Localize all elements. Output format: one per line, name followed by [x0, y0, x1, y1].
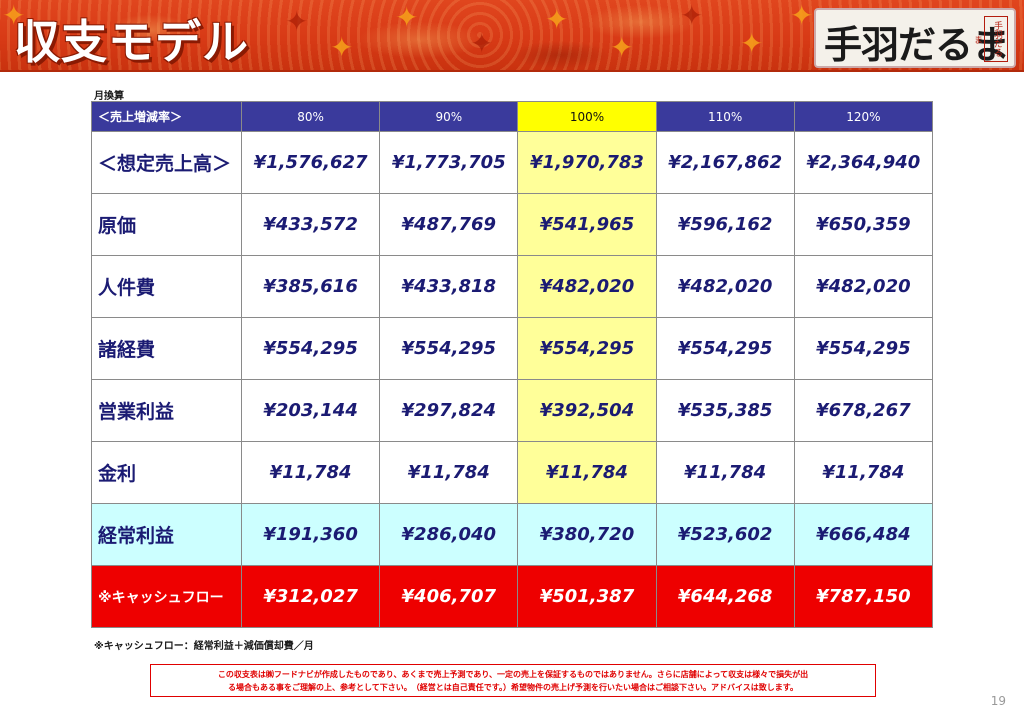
value-cell: ¥203,144 — [240, 379, 381, 442]
column-header: 110% — [655, 101, 795, 132]
brand-logo-text: 手羽だるま — [824, 23, 1010, 67]
row-label: 原価 — [91, 193, 242, 256]
value-cell: ¥554,295 — [240, 317, 381, 380]
value-cell: ¥11,784 — [379, 441, 519, 504]
maple-leaf-icon: ✦ — [330, 31, 354, 64]
column-header: 80% — [240, 101, 381, 132]
value-cell: ¥554,295 — [517, 317, 657, 380]
maple-leaf-icon: ✦ — [285, 5, 309, 38]
table-row: 経常利益 ¥191,360 ¥286,040 ¥380,720 ¥523,602 ¥666… — [91, 503, 934, 566]
column-header-label: ＜売上増減率＞ — [91, 101, 242, 132]
maple-leaf-icon: ✦ — [545, 3, 569, 36]
maple-leaf-icon: ✦ — [610, 31, 634, 64]
row-label: 金利 — [91, 441, 242, 504]
value-cell: ¥541,965 — [517, 193, 657, 256]
value-cell: ¥482,020 — [793, 255, 934, 318]
value-cell: ¥487,769 — [379, 193, 519, 256]
row-label: 人件費 — [91, 255, 242, 318]
page-number: 19 — [990, 694, 1006, 708]
disclaimer-box: この収支表は㈱フードナビが作成したものであり、あくまで売上予測であり、一定の売上… — [150, 664, 876, 697]
brand-logo: 手羽だるま 手羽だるま — [814, 8, 1016, 68]
maple-leaf-icon: ✦ — [2, 0, 26, 32]
value-cell: ¥392,504 — [517, 379, 657, 442]
column-header: 120% — [793, 101, 934, 132]
table-header-row: ＜売上増減率＞ 80% 90% 100% 110% 120% — [91, 101, 934, 132]
row-label: ※キャッシュフロー — [91, 565, 242, 628]
row-label: 営業利益 — [91, 379, 242, 442]
value-cell: ¥433,818 — [379, 255, 519, 318]
maple-leaf-icon: ✦ — [740, 27, 764, 60]
value-cell: ¥482,020 — [517, 255, 657, 318]
value-cell: ¥554,295 — [379, 317, 519, 380]
row-label: 諸経費 — [91, 317, 242, 380]
value-cell: ¥1,773,705 — [379, 131, 519, 194]
value-cell: ¥482,020 — [655, 255, 795, 318]
value-cell: ¥11,784 — [517, 441, 657, 504]
value-cell: ¥433,572 — [240, 193, 381, 256]
disclaimer-line: る場合もある事をご理解の上、参考として下さい。 （経営とは自己責任です。）希望物… — [228, 683, 798, 692]
value-cell: ¥787,150 — [793, 565, 934, 628]
row-label: 経常利益 — [91, 503, 242, 566]
table-note: 月換算 — [94, 91, 124, 102]
maple-leaf-icon: ✦ — [470, 27, 494, 60]
value-cell: ¥380,720 — [517, 503, 657, 566]
value-cell: ¥286,040 — [379, 503, 519, 566]
table-row: 人件費 ¥385,616 ¥433,818 ¥482,020 ¥482,020 ¥482,… — [91, 255, 934, 318]
table-row: 金利 ¥11,784 ¥11,784 ¥11,784 ¥11,784 ¥11,784 — [91, 441, 934, 504]
value-cell: ¥312,027 — [240, 565, 381, 628]
value-cell: ¥554,295 — [793, 317, 934, 380]
value-cell: ¥1,970,783 — [517, 131, 657, 194]
value-cell: ¥523,602 — [655, 503, 795, 566]
table-row: 原価 ¥433,572 ¥487,769 ¥541,965 ¥596,162 ¥650,3… — [91, 193, 934, 256]
value-cell: ¥2,364,940 — [793, 131, 934, 194]
revenue-model-table: ＜売上増減率＞ 80% 90% 100% 110% 120% ＜想定売上高＞ ¥1… — [91, 101, 934, 628]
brand-seal: 手羽だるま — [972, 16, 1008, 62]
table-row: 営業利益 ¥203,144 ¥297,824 ¥392,504 ¥535,385 ¥678… — [91, 379, 934, 442]
maple-leaf-icon: ✦ — [395, 1, 419, 34]
value-cell: ¥644,268 — [655, 565, 795, 628]
value-cell: ¥385,616 — [240, 255, 381, 318]
value-cell: ¥554,295 — [655, 317, 795, 380]
value-cell: ¥1,576,627 — [240, 131, 381, 194]
page-title: 収支モデル — [14, 15, 249, 69]
table-row: ※キャッシュフロー ¥312,027 ¥406,707 ¥501,387 ¥644,26… — [91, 565, 934, 628]
value-cell: ¥191,360 — [240, 503, 381, 566]
value-cell: ¥11,784 — [240, 441, 381, 504]
row-label: ＜想定売上高＞ — [91, 131, 242, 194]
column-header-highlighted: 100% — [517, 101, 657, 132]
cashflow-footnote: ※キャッシュフロー：経常利益＋減価償却費／月 — [94, 641, 314, 652]
value-cell: ¥666,484 — [793, 503, 934, 566]
value-cell: ¥650,359 — [793, 193, 934, 256]
maple-leaf-icon: ✦ — [680, 0, 704, 32]
value-cell: ¥11,784 — [793, 441, 934, 504]
table-row: 諸経費 ¥554,295 ¥554,295 ¥554,295 ¥554,295 ¥554,… — [91, 317, 934, 380]
value-cell: ¥596,162 — [655, 193, 795, 256]
value-cell: ¥501,387 — [517, 565, 657, 628]
value-cell: ¥535,385 — [655, 379, 795, 442]
value-cell: ¥406,707 — [379, 565, 519, 628]
value-cell: ¥2,167,862 — [655, 131, 795, 194]
header-banner: ✦ ✦ ✦ ✦ ✦ ✦ ✦ ✦ ✦ ✦ 収支モデル 手羽だるま 手羽だるま — [0, 0, 1024, 72]
value-cell: ¥11,784 — [655, 441, 795, 504]
table-row: ＜想定売上高＞ ¥1,576,627 ¥1,773,705 ¥1,970,783 ¥2,… — [91, 131, 934, 194]
maple-leaf-icon: ✦ — [790, 0, 814, 32]
column-header: 90% — [379, 101, 519, 132]
value-cell: ¥678,267 — [793, 379, 934, 442]
disclaimer-line: この収支表は㈱フードナビが作成したものであり、あくまで売上予測であり、一定の売上… — [217, 670, 809, 679]
value-cell: ¥297,824 — [379, 379, 519, 442]
